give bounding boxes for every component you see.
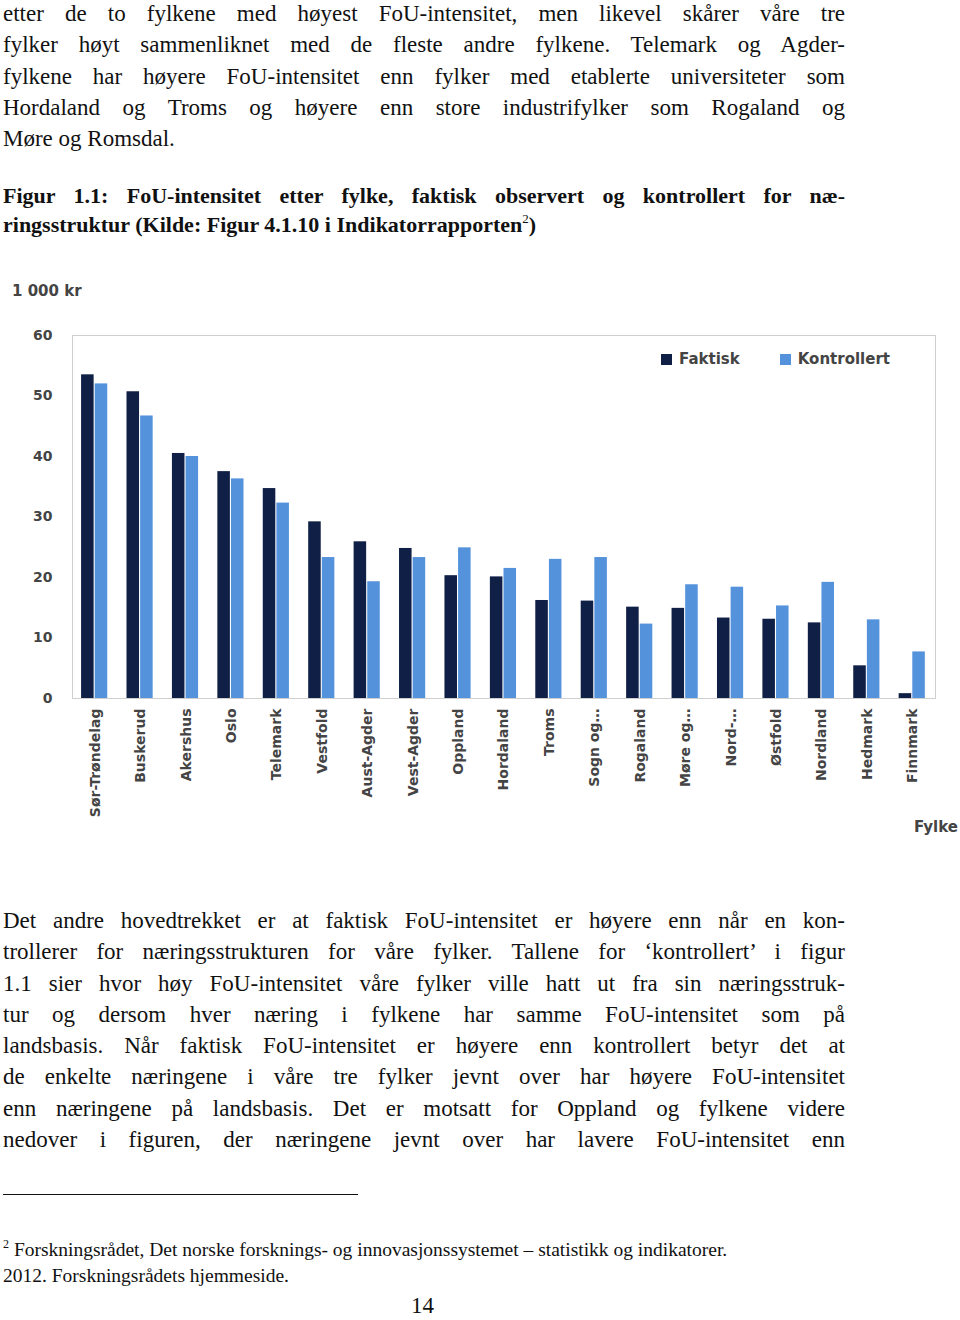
svg-text:Akershus: Akershus xyxy=(178,709,194,782)
svg-text:Vest-Agder: Vest-Agder xyxy=(405,708,421,796)
svg-text:Buskerud: Buskerud xyxy=(132,709,148,783)
svg-text:Nord-…: Nord-… xyxy=(723,709,739,767)
html-text:Kontrollert: Kontrollert xyxy=(797,350,890,368)
html-text:fylkene har høyere FoU-intensi: fylkene har høyere FoU-intensitet enn fy… xyxy=(3,63,845,89)
svg-text:50: 50 xyxy=(33,387,53,403)
svg-text:Oslo: Oslo xyxy=(223,708,239,743)
svg-text:Østfold: Østfold xyxy=(768,709,784,766)
html-text:landsbasis. Når faktisk FoU-in: landsbasis. Når faktisk FoU-intensitet e… xyxy=(3,1033,845,1059)
html-text:fylker høyt sammenliknet med d: fylker høyt sammenliknet med de fleste a… xyxy=(3,32,845,58)
html-text:Hordaland og Troms og høyere e: Hordaland og Troms og høyere enn store i… xyxy=(3,94,845,120)
html-text:Møre og Romsdal.: Møre og Romsdal. xyxy=(3,126,175,152)
html-text:de enkelte næringene i våre tr: de enkelte næringene i våre tre fylker j… xyxy=(3,1064,845,1090)
html-text:Faktisk: Faktisk xyxy=(679,350,740,368)
svg-text:Finnmark: Finnmark xyxy=(904,708,920,783)
svg-text:Troms: Troms xyxy=(541,709,557,756)
html-text:enn næringene på landsbasis. D: enn næringene på landsbasis. Det er mots… xyxy=(3,1095,845,1121)
svg-text:Vestfold: Vestfold xyxy=(314,709,330,774)
svg-text:Sør-Trøndelag: Sør-Trøndelag xyxy=(87,709,103,818)
svg-text:10: 10 xyxy=(33,629,53,645)
html-text:etter de to fylkene med høyest: etter de to fylkene med høyest FoU-inten… xyxy=(3,1,845,26)
html-text:ringsstruktur (Kilde: Figur 4.: ringsstruktur (Kilde: Figur 4.1.10 i Ind… xyxy=(3,211,537,237)
html-text:tur og dersom hver næring i fy: tur og dersom hver næring i fylkene har … xyxy=(3,1001,845,1027)
svg-text:Sogn og…: Sogn og… xyxy=(586,709,602,787)
svg-text:20: 20 xyxy=(33,569,53,585)
svg-text:30: 30 xyxy=(33,508,53,524)
svg-text:Rogaland: Rogaland xyxy=(632,709,648,783)
svg-text:Telemark: Telemark xyxy=(268,708,284,780)
html-text:Figur 1.1: FoU-intensitet ette: Figur 1.1: FoU-intensitet etter fylke, f… xyxy=(3,183,845,208)
html-text:trollerer for næringsstrukture: trollerer for næringsstrukturen for våre… xyxy=(3,939,845,965)
svg-text:Aust-Agder: Aust-Agder xyxy=(359,708,375,797)
html-text:1.1 sier hvor høy FoU-intensit: 1.1 sier hvor høy FoU-intensitet våre fy… xyxy=(3,970,845,996)
svg-text:60: 60 xyxy=(33,327,53,343)
html-text:Det andre hovedtrekket er at f: Det andre hovedtrekket er at faktisk FoU… xyxy=(3,908,845,933)
html-text:1 000 kr: 1 000 kr xyxy=(12,282,82,300)
html-text:2Forskningsrådet, Det norske f: 2Forskningsrådet, Det norske forsknings-… xyxy=(3,1237,728,1260)
svg-text:Hedmark: Hedmark xyxy=(859,708,875,780)
svg-text:Nordland: Nordland xyxy=(813,709,829,782)
html-text:nedover i figuren, der næringe: nedover i figuren, der næringene jevnt o… xyxy=(3,1127,845,1153)
svg-text:0: 0 xyxy=(43,690,53,706)
svg-text:Møre og…: Møre og… xyxy=(677,709,693,787)
svg-text:Hordaland: Hordaland xyxy=(495,709,511,791)
html-text:14: 14 xyxy=(411,1293,434,1318)
svg-text:Oppland: Oppland xyxy=(450,709,466,775)
svg-text:40: 40 xyxy=(33,448,53,464)
html-text:2012. Forskningsrådets hjemmes: 2012. Forskningsrådets hjemmeside. xyxy=(3,1265,289,1286)
html-text:Fylke: Fylke xyxy=(913,818,958,836)
